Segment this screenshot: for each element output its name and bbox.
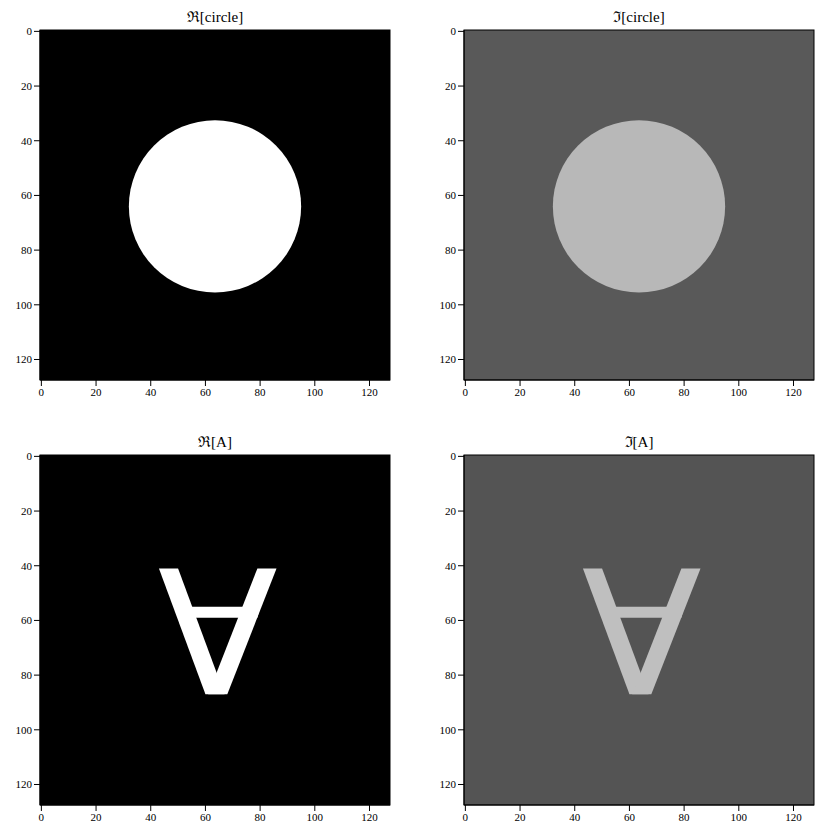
svg-text:20: 20: [21, 80, 33, 92]
svg-text:0: 0: [463, 811, 469, 823]
svg-text:100: 100: [16, 299, 33, 311]
svg-text:60: 60: [21, 614, 33, 626]
svg-text:100: 100: [731, 811, 748, 823]
html-text:ℑ[A]: ℑ[A]: [624, 434, 654, 450]
svg-text:0: 0: [39, 811, 45, 823]
svg-text:120: 120: [361, 811, 378, 823]
svg-text:40: 40: [569, 811, 581, 823]
svg-text:0: 0: [451, 450, 457, 462]
svg-text:0: 0: [27, 450, 33, 462]
svg-text:0: 0: [463, 386, 469, 398]
svg-text:20: 20: [91, 386, 103, 398]
svg-text:20: 20: [515, 811, 527, 823]
svg-text:100: 100: [731, 386, 748, 398]
svg-text:100: 100: [16, 724, 33, 736]
svg-text:120: 120: [785, 811, 802, 823]
svg-text:20: 20: [21, 505, 33, 517]
svg-text:80: 80: [445, 244, 457, 256]
html-text:ℑ[circle]: ℑ[circle]: [613, 9, 665, 25]
svg-text:20: 20: [445, 505, 457, 517]
svg-text:80: 80: [679, 811, 691, 823]
svg-text:40: 40: [445, 560, 457, 572]
svg-text:100: 100: [440, 724, 457, 736]
svg-text:80: 80: [21, 244, 33, 256]
svg-text:20: 20: [445, 80, 457, 92]
svg-text:80: 80: [679, 386, 691, 398]
svg-text:120: 120: [785, 386, 802, 398]
html-text:ℜ[A]: ℜ[A]: [198, 434, 232, 450]
svg-text:40: 40: [569, 386, 581, 398]
svg-text:120: 120: [16, 353, 33, 365]
svg-text:40: 40: [21, 560, 33, 572]
svg-text:60: 60: [445, 614, 457, 626]
svg-text:60: 60: [624, 386, 636, 398]
svg-text:100: 100: [307, 386, 324, 398]
svg-text:60: 60: [445, 189, 457, 201]
svg-text:0: 0: [451, 25, 457, 37]
svg-text:40: 40: [21, 135, 33, 147]
svg-text:120: 120: [361, 386, 378, 398]
svg-text:80: 80: [255, 386, 267, 398]
svg-text:40: 40: [145, 811, 157, 823]
svg-text:40: 40: [145, 386, 157, 398]
svg-text:80: 80: [21, 669, 33, 681]
svg-text:60: 60: [21, 189, 33, 201]
svg-text:120: 120: [440, 778, 457, 790]
svg-text:20: 20: [515, 386, 527, 398]
svg-text:0: 0: [27, 25, 33, 37]
svg-text:60: 60: [624, 811, 636, 823]
svg-text:120: 120: [440, 353, 457, 365]
svg-text:0: 0: [39, 386, 45, 398]
svg-text:80: 80: [445, 669, 457, 681]
html-text:ℜ[circle]: ℜ[circle]: [186, 9, 244, 25]
svg-text:120: 120: [16, 778, 33, 790]
svg-text:20: 20: [91, 811, 103, 823]
svg-text:100: 100: [440, 299, 457, 311]
svg-text:40: 40: [445, 135, 457, 147]
svg-text:60: 60: [200, 811, 212, 823]
svg-text:80: 80: [255, 811, 267, 823]
svg-text:60: 60: [200, 386, 212, 398]
svg-text:100: 100: [307, 811, 324, 823]
